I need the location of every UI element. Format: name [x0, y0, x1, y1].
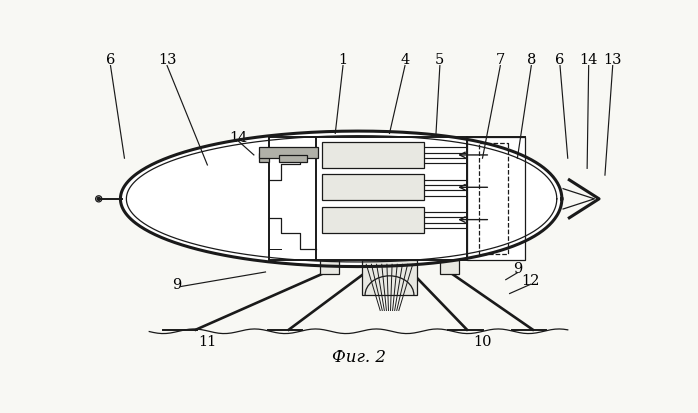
Text: 9: 9	[513, 261, 522, 275]
Text: 13: 13	[604, 53, 622, 67]
Bar	[279, 156, 306, 162]
Text: 4: 4	[401, 53, 410, 67]
Bar	[467, 138, 525, 261]
Text: 10: 10	[473, 335, 492, 349]
Text: 14: 14	[229, 131, 248, 145]
Bar	[258, 153, 269, 162]
Text: 14: 14	[579, 53, 598, 67]
Bar	[322, 207, 424, 233]
Text: 7: 7	[496, 53, 505, 67]
Bar	[362, 261, 417, 295]
Bar	[320, 261, 339, 275]
Bar	[322, 175, 424, 201]
Polygon shape	[121, 132, 562, 267]
Text: Фиг. 2: Фиг. 2	[332, 348, 385, 365]
Text: 6: 6	[556, 53, 565, 67]
Text: 11: 11	[198, 335, 216, 349]
Text: 13: 13	[158, 53, 177, 67]
Text: 12: 12	[521, 273, 540, 287]
Text: 5: 5	[436, 53, 445, 67]
Bar	[440, 261, 459, 275]
Text: 1: 1	[339, 53, 348, 67]
Bar	[269, 138, 525, 261]
Text: 6: 6	[106, 53, 115, 67]
Text: 9: 9	[172, 277, 181, 291]
Text: 8: 8	[526, 53, 536, 67]
Bar	[322, 142, 424, 169]
Bar	[258, 148, 318, 159]
Circle shape	[97, 198, 101, 201]
